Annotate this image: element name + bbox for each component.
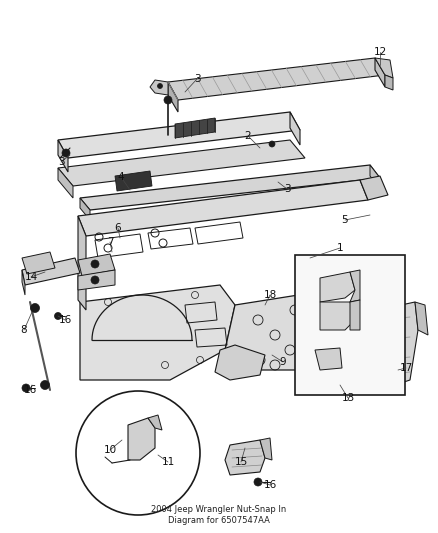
Circle shape xyxy=(360,344,367,351)
Polygon shape xyxy=(372,302,418,385)
Polygon shape xyxy=(385,75,393,90)
Polygon shape xyxy=(168,58,385,100)
Circle shape xyxy=(254,478,262,486)
Polygon shape xyxy=(350,270,360,302)
Polygon shape xyxy=(350,300,360,330)
Text: 16: 16 xyxy=(23,385,37,395)
Circle shape xyxy=(158,84,162,88)
Text: 3: 3 xyxy=(284,184,290,194)
Text: 5: 5 xyxy=(342,215,348,225)
Circle shape xyxy=(54,312,61,319)
Circle shape xyxy=(76,391,200,515)
Text: 12: 12 xyxy=(373,47,387,57)
Text: 8: 8 xyxy=(21,325,27,335)
Polygon shape xyxy=(78,270,115,290)
Polygon shape xyxy=(22,270,25,295)
Polygon shape xyxy=(375,58,393,78)
Polygon shape xyxy=(80,165,380,210)
Polygon shape xyxy=(370,165,380,188)
Polygon shape xyxy=(115,171,152,191)
Polygon shape xyxy=(150,80,168,95)
Text: 16: 16 xyxy=(58,315,72,325)
Text: 3: 3 xyxy=(194,74,200,84)
Polygon shape xyxy=(22,252,55,274)
Circle shape xyxy=(360,279,367,286)
Circle shape xyxy=(107,458,117,468)
Circle shape xyxy=(269,141,275,147)
Circle shape xyxy=(360,309,367,316)
Circle shape xyxy=(91,260,99,268)
Polygon shape xyxy=(225,290,335,370)
Polygon shape xyxy=(78,254,115,276)
Polygon shape xyxy=(58,168,73,198)
Text: 14: 14 xyxy=(25,272,38,282)
Text: 16: 16 xyxy=(263,480,277,490)
Polygon shape xyxy=(168,82,178,112)
Text: 18: 18 xyxy=(263,290,277,300)
Polygon shape xyxy=(148,415,162,430)
Polygon shape xyxy=(290,112,300,145)
Polygon shape xyxy=(22,258,80,285)
Polygon shape xyxy=(225,440,265,475)
Text: 4: 4 xyxy=(118,172,124,182)
Text: 13: 13 xyxy=(341,393,355,403)
Text: 1: 1 xyxy=(337,243,343,253)
Polygon shape xyxy=(320,272,355,302)
Text: 7: 7 xyxy=(107,237,113,247)
Text: 11: 11 xyxy=(161,457,175,467)
Text: 10: 10 xyxy=(103,445,117,455)
Text: 9: 9 xyxy=(280,357,286,367)
Polygon shape xyxy=(78,180,368,236)
Text: 3: 3 xyxy=(58,157,64,167)
Polygon shape xyxy=(360,176,388,200)
Polygon shape xyxy=(315,348,342,370)
Bar xyxy=(295,255,405,395)
Polygon shape xyxy=(80,198,90,220)
Polygon shape xyxy=(58,112,300,158)
Text: 2004 Jeep Wrangler Nut-Snap In
Diagram for 6507547AA: 2004 Jeep Wrangler Nut-Snap In Diagram f… xyxy=(152,505,286,524)
Polygon shape xyxy=(320,302,355,330)
Polygon shape xyxy=(80,285,235,380)
Polygon shape xyxy=(58,140,305,186)
Circle shape xyxy=(164,96,172,104)
Polygon shape xyxy=(415,302,428,335)
Polygon shape xyxy=(58,140,68,172)
Circle shape xyxy=(40,381,49,390)
Circle shape xyxy=(91,276,99,284)
Text: 6: 6 xyxy=(115,223,121,233)
Circle shape xyxy=(62,149,70,157)
Text: 15: 15 xyxy=(234,457,247,467)
Polygon shape xyxy=(175,118,215,138)
Polygon shape xyxy=(78,216,86,310)
Polygon shape xyxy=(260,438,272,460)
Polygon shape xyxy=(128,418,155,460)
Circle shape xyxy=(22,384,30,392)
Polygon shape xyxy=(375,58,385,87)
Text: 17: 17 xyxy=(399,363,413,373)
Text: 2: 2 xyxy=(245,131,251,141)
Circle shape xyxy=(31,303,39,312)
Polygon shape xyxy=(215,345,265,380)
